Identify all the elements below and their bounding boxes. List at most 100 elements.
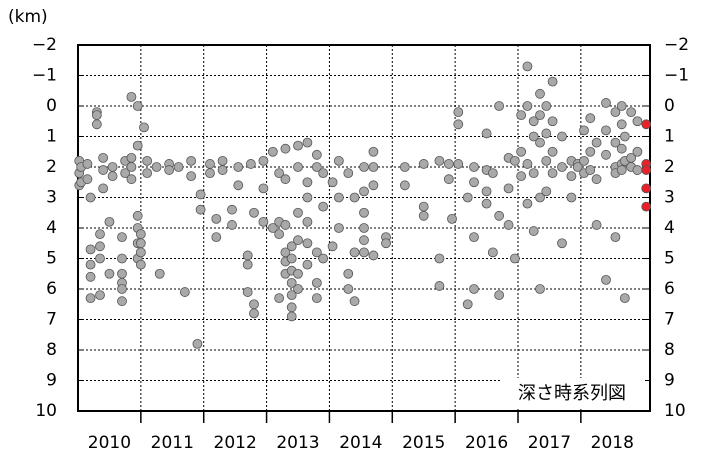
data-point: [434, 155, 445, 166]
data-point: [293, 268, 303, 279]
data-point: [139, 122, 149, 133]
x-tick-label: 2015: [402, 433, 445, 453]
data-point: [579, 125, 589, 136]
data-point: [443, 159, 454, 169]
data-point: [462, 192, 473, 203]
data-point: [95, 229, 105, 240]
data-point: [541, 128, 552, 139]
data-point: [579, 155, 589, 166]
data-point: [535, 192, 545, 203]
data-point: [343, 168, 354, 179]
data-point: [233, 162, 244, 172]
data-point: [591, 174, 602, 185]
data-point: [302, 216, 313, 227]
data-point: [418, 159, 429, 169]
data-point: [293, 235, 303, 246]
data-point: [249, 299, 259, 310]
data-point: [132, 101, 143, 111]
y-tick-label: 5: [46, 249, 57, 269]
data-point: [98, 152, 109, 163]
data-point: [280, 143, 291, 154]
data-point: [302, 238, 313, 249]
data-point: [368, 146, 379, 157]
data-point: [173, 162, 184, 172]
data-point: [469, 162, 479, 172]
data-point: [469, 232, 479, 243]
data-point: [91, 119, 102, 130]
data-point: [535, 110, 545, 121]
data-point: [343, 268, 354, 279]
data-point: [126, 152, 137, 163]
data-point: [528, 226, 539, 236]
data-point: [135, 247, 146, 258]
data-point: [286, 311, 297, 322]
data-point: [601, 125, 611, 136]
data-point: [186, 171, 197, 182]
data-point: [280, 220, 291, 230]
data-point: [95, 253, 105, 264]
data-point: [104, 216, 115, 227]
y-tick-label: 10: [35, 401, 57, 421]
data-point: [541, 155, 552, 166]
data-point: [205, 168, 215, 179]
data-point: [195, 204, 206, 215]
data-point: [249, 308, 259, 319]
data-point: [311, 247, 322, 258]
data-point: [286, 253, 297, 264]
data-point: [522, 159, 533, 169]
x-tick-label: 2016: [465, 433, 508, 453]
data-point: [535, 88, 545, 99]
data-point: [462, 299, 473, 310]
data-point: [293, 207, 303, 218]
data-point: [641, 183, 652, 194]
data-point: [98, 183, 109, 194]
y2-tick-label: 10: [664, 401, 686, 421]
annotation-box: [500, 378, 645, 408]
data-point: [135, 238, 146, 249]
data-point: [509, 253, 520, 264]
data-point: [616, 143, 627, 154]
data-point: [610, 137, 621, 148]
data-point: [516, 171, 527, 182]
data-point: [359, 223, 369, 233]
data-point: [359, 186, 369, 197]
data-point: [349, 247, 360, 258]
data-point: [117, 253, 127, 264]
data-point: [164, 165, 175, 175]
data-point: [293, 162, 303, 172]
y-tick-label: 7: [46, 310, 57, 330]
y-tick-label: −2: [32, 35, 57, 55]
y-tick-label: 3: [46, 188, 57, 208]
data-point: [333, 192, 344, 203]
data-point: [327, 241, 338, 252]
data-point: [418, 201, 429, 212]
data-point: [610, 232, 621, 243]
data-point: [516, 110, 527, 121]
data-point: [632, 146, 643, 157]
data-point: [481, 198, 492, 209]
data-point: [95, 241, 105, 252]
data-point: [528, 168, 539, 179]
data-point: [443, 174, 454, 185]
data-point: [274, 293, 285, 304]
y-tick-label: 4: [46, 218, 57, 238]
data-point: [572, 162, 583, 172]
data-point: [503, 220, 514, 230]
data-point: [503, 183, 514, 194]
y-unit: (km): [8, 7, 48, 27]
y2-tick-label: −2: [664, 35, 689, 55]
y-tick-label: −1: [32, 66, 57, 86]
x-tick-label: 2018: [591, 433, 634, 453]
data-point: [591, 220, 602, 230]
data-point: [632, 116, 643, 127]
data-point: [616, 101, 627, 111]
data-point: [601, 274, 611, 285]
data-point: [469, 284, 479, 294]
data-point: [126, 91, 137, 102]
y2-tick-label: 8: [664, 340, 675, 360]
data-point: [286, 290, 297, 301]
data-point: [104, 268, 115, 279]
data-point: [82, 159, 93, 169]
data-point: [274, 168, 285, 179]
